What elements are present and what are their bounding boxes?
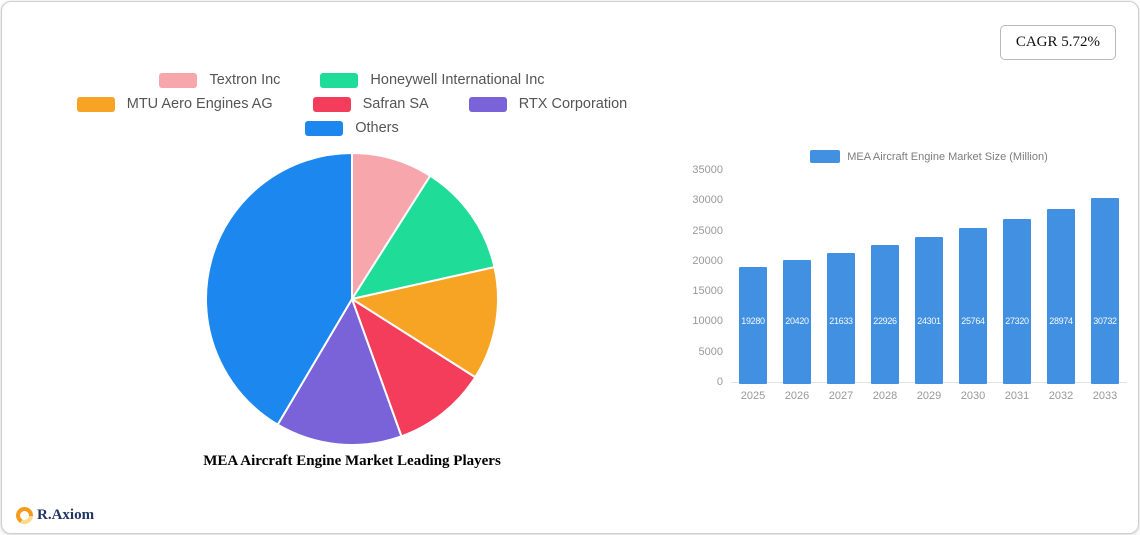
pie-legend-item[interactable]: Safran SA — [312, 96, 429, 112]
pie-chart — [205, 152, 499, 446]
pie-title: MEA Aircraft Engine Market Leading Playe… — [203, 453, 501, 469]
pie-chart-section: Textron Inc Honeywell International Inc MT… — [2, 72, 702, 470]
legend-swatch — [312, 96, 351, 112]
bar-value-label: 19280 — [741, 316, 765, 326]
x-axis-tick-label: 2032 — [1048, 390, 1074, 402]
pie-legend-item[interactable]: Honeywell International Inc — [320, 72, 545, 88]
y-axis-tick-label: 35000 — [692, 164, 723, 176]
bar: 20420 — [783, 260, 811, 384]
bar: 25764 — [959, 227, 987, 384]
legend-swatch — [305, 120, 344, 136]
logo-text: R.Axiom — [37, 507, 95, 523]
bar: 28974 — [1047, 208, 1075, 384]
bar-value-label: 20420 — [785, 316, 809, 326]
legend-label: Honeywell International Inc — [370, 72, 545, 88]
pie-legend-item[interactable]: RTX Corporation — [468, 96, 628, 112]
legend-swatch — [76, 96, 115, 112]
cagr-badge: CAGR 5.72% — [999, 25, 1116, 60]
pie-slice — [351, 174, 496, 300]
y-axis-tick-label: 10000 — [692, 315, 723, 328]
bar-value-label: 28974 — [1049, 316, 1073, 326]
y-axis-tick-label: 5000 — [698, 345, 723, 358]
x-axis-tick-label: 2025 — [740, 390, 766, 402]
pie-legend: Textron Inc Honeywell International Inc MT… — [76, 72, 628, 136]
legend-swatch — [320, 72, 359, 88]
bar-chart-section: MEA Aircraft Engine Market Size (Million… — [687, 142, 1137, 432]
bar-value-label: 30732 — [1093, 316, 1117, 326]
legend-swatch — [159, 72, 198, 88]
legend-label: MTU Aero Engines AG — [126, 96, 273, 112]
pie-slice — [205, 152, 353, 426]
bar-plot: 0 5000 10000 15000 20000 25000 30000 35000 19280… — [687, 164, 1127, 410]
pie-slice — [351, 152, 432, 300]
x-axis-tick-label: 2033 — [1092, 390, 1118, 402]
bar-legend-swatch — [810, 150, 841, 163]
legend-label: Safran SA — [362, 96, 429, 112]
pie-slice — [276, 298, 403, 446]
legend-label: Others — [355, 120, 399, 136]
bar: 27320 — [1003, 218, 1031, 384]
y-axis-tick-label: 0 — [716, 376, 723, 388]
bar: 21633 — [827, 252, 855, 384]
bar: 30732 — [1091, 197, 1119, 384]
bar-value-label: 22926 — [873, 316, 897, 326]
legend-label: Textron Inc — [209, 72, 281, 88]
bar-value-label: 24301 — [917, 316, 941, 326]
bar-legend-item[interactable]: MEA Aircraft Engine Market Size (Million… — [731, 150, 1127, 163]
bar-value-label: 25764 — [961, 316, 985, 326]
bar-legend-label: MEA Aircraft Engine Market Size (Million… — [847, 150, 1048, 163]
pie-legend-item[interactable]: Textron Inc — [159, 72, 280, 88]
x-axis-tick-label: 2031 — [1004, 390, 1030, 402]
pie-legend-item[interactable]: Others — [305, 120, 399, 136]
pie-slice — [351, 266, 499, 379]
logo-icon — [16, 507, 33, 524]
pie-slice — [351, 298, 477, 438]
x-axis-tick-label: 2030 — [960, 390, 986, 402]
legend-swatch — [468, 96, 507, 112]
bar-value-label: 21633 — [829, 316, 853, 326]
x-axis-tick-label: 2026 — [784, 390, 810, 402]
bar: 19280 — [739, 267, 767, 384]
bar: 22926 — [871, 245, 899, 384]
bar: 24301 — [915, 236, 943, 384]
y-axis-tick-label: 20000 — [692, 254, 723, 267]
legend-label: RTX Corporation — [518, 96, 628, 112]
x-axis-tick-label: 2029 — [916, 390, 942, 402]
brand-logo: R.Axiom — [16, 507, 94, 524]
y-axis-tick-label: 15000 — [692, 285, 723, 298]
x-axis-tick-label: 2028 — [872, 390, 898, 402]
y-axis-tick-label: 25000 — [692, 224, 723, 237]
y-axis-tick-label: 30000 — [692, 194, 723, 207]
bar-value-label: 27320 — [1005, 316, 1029, 326]
x-axis-tick-label: 2027 — [828, 390, 854, 402]
pie-legend-item[interactable]: MTU Aero Engines AG — [76, 96, 273, 112]
